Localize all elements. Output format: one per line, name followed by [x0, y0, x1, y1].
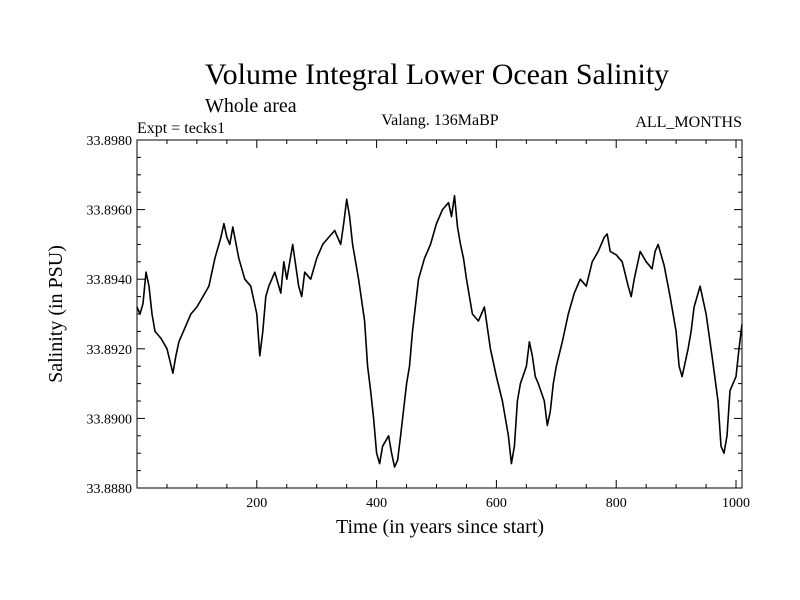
- y-tick-label: 33.8880: [87, 482, 133, 497]
- y-tick-label: 33.8920: [87, 343, 133, 358]
- y-axis-label: Salinity (in PSU): [45, 245, 67, 383]
- y-tick-label: 33.8980: [87, 134, 133, 149]
- expt-label: Expt = tecks1: [137, 120, 225, 137]
- x-tick-label: 600: [486, 496, 507, 511]
- x-tick-label: 1000: [722, 496, 750, 511]
- y-tick-label: 33.8940: [87, 273, 133, 288]
- y-tick-label: 33.8900: [87, 412, 133, 427]
- months-label: ALL_MONTHS: [635, 114, 742, 131]
- x-tick-label: 200: [246, 496, 267, 511]
- chart-title: Volume Integral Lower Ocean Salinity: [205, 58, 669, 91]
- tick-labels: 200 400 600 800 1000 33.8880 33.8900 33.8920 33.…: [87, 134, 751, 511]
- period-label: Valang. 136MaBP: [381, 112, 498, 129]
- x-axis-label: Time (in years since start): [336, 516, 544, 538]
- ticks: [137, 140, 742, 488]
- x-tick-label: 800: [606, 496, 627, 511]
- plot-frame: [136, 139, 743, 489]
- y-tick-label: 33.8960: [87, 204, 133, 219]
- chart-subtitle: Whole area: [205, 95, 297, 117]
- x-tick-label: 400: [366, 496, 387, 511]
- salinity-line: [136, 194, 743, 468]
